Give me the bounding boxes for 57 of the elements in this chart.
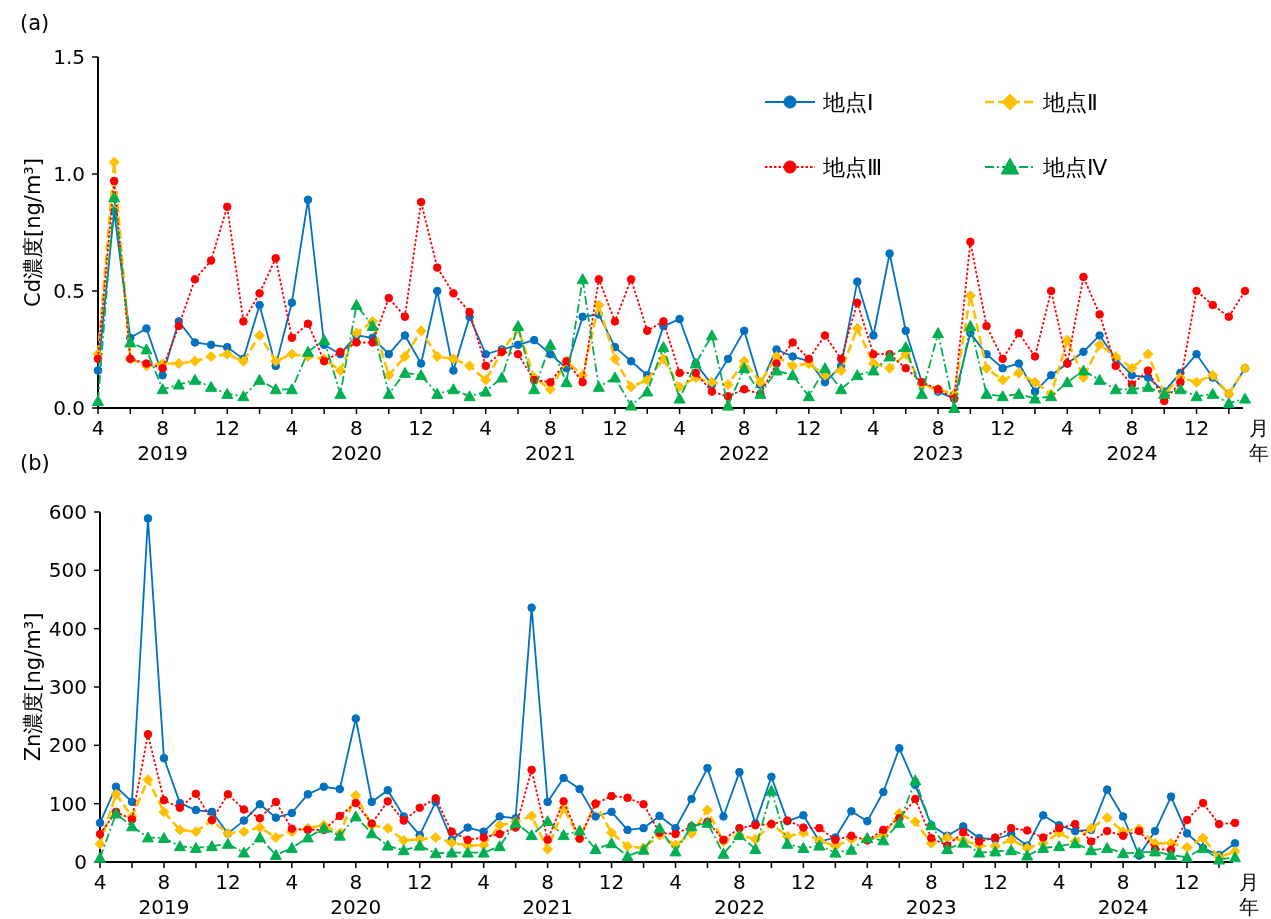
x-tick-label: 8 2023	[905, 870, 957, 919]
y-tick-label: 200	[48, 733, 87, 758]
x-tick-label: 8 2022	[713, 870, 765, 919]
x-tick-label: 4	[867, 416, 880, 440]
x-tick-label: 8 2021	[524, 416, 576, 465]
y-tick-label: 400	[48, 616, 87, 641]
x-tick-label: 12	[989, 416, 1016, 440]
x-tick-label: 12	[215, 870, 241, 894]
x-tick-label: 4	[91, 416, 105, 440]
x-tick-label: 8 2022	[718, 416, 770, 465]
x-tick-label: 4	[285, 416, 299, 440]
x-tick-label: 8 2023	[912, 416, 964, 465]
x-tick-label: 12	[1174, 870, 1200, 894]
x-tick-label: 8 2020	[330, 870, 382, 919]
x-tick-label: 12	[214, 416, 240, 440]
x-tick-label: 4	[93, 870, 107, 894]
legend-label: 地点Ⅰ	[822, 90, 874, 115]
y-axis-title: Cd濃度[ng/m³]	[21, 158, 45, 307]
y-tick-label: 300	[48, 675, 87, 699]
x-tick-label: 4	[477, 870, 491, 894]
x-tick-label: 8 2021	[522, 870, 574, 919]
y-tick-label: 0	[74, 850, 87, 874]
chart-title: (a)	[20, 11, 50, 35]
x-axis-title: 月年	[1249, 416, 1269, 465]
x-tick-label: 12	[790, 870, 817, 894]
x-tick-label: 4	[669, 870, 682, 894]
x-tick-label: 4	[285, 870, 299, 894]
x-tick-label: 4	[673, 416, 686, 440]
y-tick-label: 1.5	[53, 45, 85, 69]
x-tick-label: 12	[1183, 416, 1210, 440]
x-tick-label: 12	[406, 870, 433, 894]
legend-label: 地点Ⅱ	[1042, 90, 1098, 115]
legend-label: 地点Ⅲ	[822, 155, 883, 180]
chart-title: (b)	[20, 451, 50, 475]
x-tick-label: 4	[1052, 870, 1066, 894]
x-tick-label: 4	[479, 416, 493, 440]
x-tick-label: 4	[1060, 416, 1074, 440]
x-tick-label: 8 2019	[138, 870, 190, 919]
x-tick-label: 12	[796, 416, 822, 440]
x-axis-title: 月年	[1239, 870, 1259, 919]
x-tick-label: 12	[602, 416, 628, 440]
legend-label: 地点Ⅳ	[1042, 155, 1108, 180]
y-tick-label: 500	[48, 558, 87, 583]
x-tick-label: 12	[598, 870, 625, 894]
y-tick-label: 0.0	[53, 396, 85, 420]
y-tick-label: 1.0	[53, 162, 85, 186]
x-tick-label: 8 2020	[331, 416, 382, 465]
y-tick-label: 0.5	[53, 279, 85, 303]
y-tick-label: 100	[48, 791, 87, 816]
x-tick-label: 12	[408, 416, 434, 440]
y-tick-label: 600	[48, 500, 87, 524]
x-tick-label: 8 2024	[1106, 416, 1158, 465]
x-tick-label: 8 2019	[137, 416, 189, 465]
x-tick-label: 8 2024	[1097, 870, 1149, 919]
x-tick-label: 12	[982, 870, 1008, 894]
y-axis-title: Zn濃度[ng/m³]	[21, 612, 45, 762]
x-tick-label: 4	[860, 870, 874, 894]
